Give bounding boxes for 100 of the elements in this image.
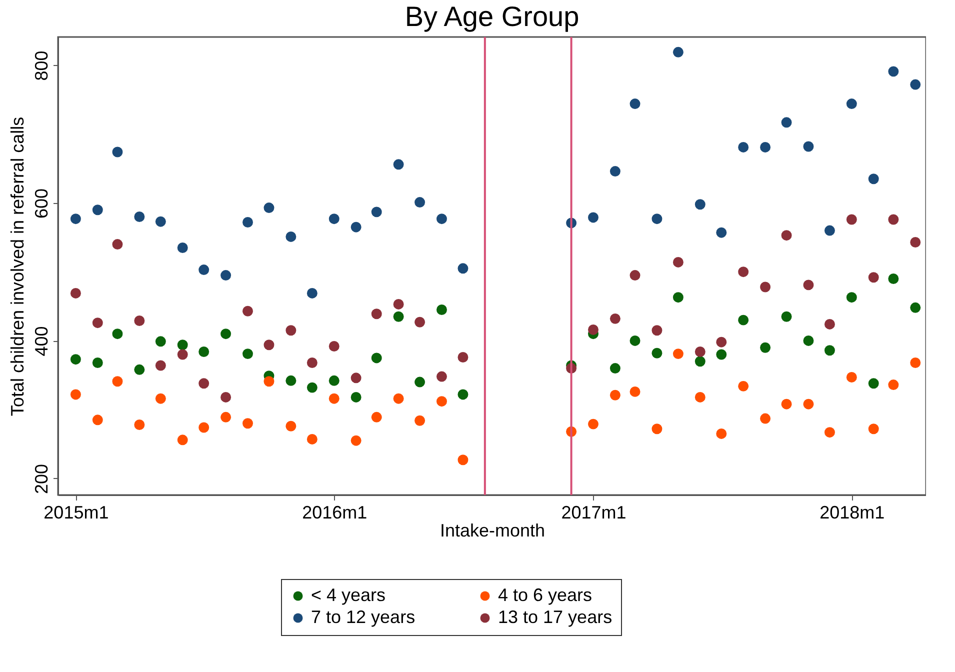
point xyxy=(738,142,749,152)
point xyxy=(760,413,771,424)
point xyxy=(286,375,296,386)
point xyxy=(824,345,835,356)
point xyxy=(177,349,188,360)
point xyxy=(371,308,382,320)
point xyxy=(92,204,103,216)
point xyxy=(198,264,210,276)
point xyxy=(716,349,727,360)
point xyxy=(458,389,468,400)
point xyxy=(630,98,640,110)
point xyxy=(630,270,640,281)
point xyxy=(393,159,404,170)
point xyxy=(328,341,340,352)
point xyxy=(328,375,340,386)
point xyxy=(92,318,103,328)
point xyxy=(694,392,706,402)
point xyxy=(458,454,468,466)
point xyxy=(868,272,879,283)
point xyxy=(781,230,792,241)
point xyxy=(177,340,188,350)
point xyxy=(738,266,749,278)
y-axis-title: Total children involved in referral calls xyxy=(8,116,28,416)
y-tick-label: 200 xyxy=(32,464,52,494)
point xyxy=(588,212,598,223)
point xyxy=(846,372,857,382)
point xyxy=(436,371,447,382)
point xyxy=(760,342,771,353)
point xyxy=(610,166,620,177)
point xyxy=(242,306,253,316)
point xyxy=(910,237,921,248)
chart-title: By Age Group xyxy=(404,1,580,32)
point xyxy=(652,348,662,358)
point xyxy=(112,328,123,340)
point xyxy=(70,288,81,298)
point xyxy=(350,222,362,232)
point xyxy=(70,354,81,365)
point xyxy=(868,378,879,389)
point xyxy=(803,280,814,290)
point xyxy=(694,199,706,210)
point xyxy=(264,376,274,387)
point xyxy=(70,214,81,224)
point xyxy=(414,197,426,208)
point xyxy=(824,318,835,330)
point xyxy=(781,117,792,128)
point xyxy=(910,79,921,90)
point xyxy=(92,414,103,426)
point xyxy=(888,380,899,390)
point xyxy=(458,352,468,362)
point xyxy=(672,348,684,360)
point xyxy=(824,427,835,438)
point xyxy=(220,392,232,402)
point xyxy=(588,324,598,335)
point xyxy=(716,336,727,348)
point xyxy=(242,418,253,429)
point xyxy=(328,393,340,404)
point xyxy=(803,398,814,410)
point xyxy=(888,214,899,225)
point xyxy=(350,372,362,384)
point xyxy=(112,239,123,250)
point xyxy=(198,422,210,433)
point xyxy=(371,352,382,364)
point xyxy=(134,364,145,375)
point xyxy=(436,396,447,407)
x-tick-label: 2018m1 xyxy=(820,502,885,522)
point xyxy=(306,382,318,393)
point xyxy=(220,328,232,340)
x-tick-label: 2017m1 xyxy=(561,502,626,522)
point xyxy=(350,392,362,402)
point xyxy=(70,389,81,400)
point xyxy=(264,202,274,214)
point xyxy=(134,316,145,326)
point xyxy=(672,46,684,58)
point xyxy=(306,358,318,368)
point xyxy=(716,428,727,439)
legend-label: < 4 years xyxy=(311,585,386,605)
point xyxy=(630,386,640,397)
x-tick-label: 2016m1 xyxy=(302,502,368,522)
point xyxy=(846,98,857,110)
point xyxy=(803,141,814,152)
point xyxy=(672,292,684,303)
point xyxy=(781,311,792,322)
point xyxy=(610,313,620,324)
point xyxy=(652,214,662,224)
point xyxy=(286,325,296,336)
point xyxy=(371,206,382,218)
point xyxy=(738,314,749,326)
point xyxy=(738,380,749,392)
point xyxy=(630,335,640,346)
point xyxy=(393,298,404,310)
point xyxy=(286,420,296,432)
point xyxy=(652,325,662,336)
legend-label: 4 to 6 years xyxy=(498,585,592,605)
legend-label: 7 to 12 years xyxy=(311,607,416,627)
point xyxy=(824,225,835,236)
point xyxy=(155,393,166,404)
y-tick-label: 400 xyxy=(32,326,52,356)
point xyxy=(155,216,166,227)
point xyxy=(868,174,879,184)
point xyxy=(781,398,792,410)
